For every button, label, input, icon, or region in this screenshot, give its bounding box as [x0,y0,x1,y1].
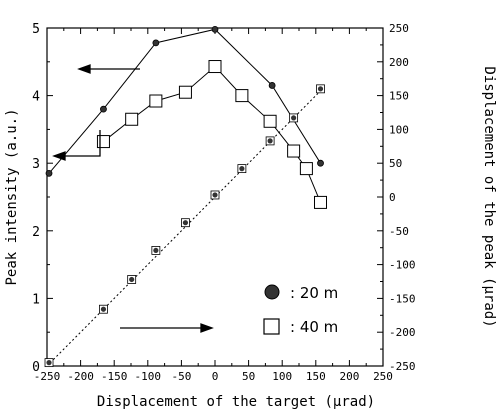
series-1-point [287,144,301,158]
y-left-tick-label: 4 [32,90,40,105]
series-0-point [268,82,276,89]
series-lines [46,28,323,367]
y-right-tick-label: 200 [389,56,409,69]
legend-marker-circle [264,284,280,300]
y-right-tick-label: -150 [389,292,416,305]
series-1-line [103,65,321,203]
x-tick-label: 50 [242,370,255,383]
series-0-point [317,159,324,167]
series-0-line [48,28,321,174]
x-tick-label: 0 [212,370,219,383]
series-1-point [314,195,328,209]
y-left-tick-label: 2 [32,225,40,240]
x-tick-label: 250 [373,370,393,383]
series-2-line [46,88,323,367]
legend: : 20 m : 40 m [263,284,338,336]
tick-labels: -250 -200 -150 -100 -50 0 50 100 150 200 250012345… [32,22,415,383]
series-2-point-core [317,86,324,92]
legend-label-40m: : 40 m [290,318,338,336]
y-left-tick-label: 0 [32,360,40,375]
y-right-tick-label: -100 [389,259,416,272]
series-1-point [178,85,192,99]
series-1-point [208,60,222,74]
series-1-point [299,162,313,176]
series-2-point-core [291,115,297,121]
x-tick-label: 150 [306,370,326,383]
y-right-tick-label: 0 [389,191,396,204]
legend-marker-square [263,318,280,335]
series-0-point [45,169,53,177]
y-right-tick-label: 100 [389,123,409,136]
arrow-left-top-head [77,64,91,74]
arrow-bent [60,130,101,157]
series-1-point [235,89,249,103]
x-tick-label: -50 [171,370,191,383]
series-1-point [263,114,277,128]
series-2-point-core [212,192,218,198]
x-tick-label: -150 [101,370,128,383]
y-right-tick-label: -200 [389,326,416,339]
y-right-tick-label: 150 [389,90,409,103]
y-axis-left-title: Peak intensity (a.u.) [4,108,20,285]
arrow-right-bottom-head [200,323,214,333]
series-2-point-core [129,276,135,283]
y-left-tick-label: 3 [32,157,40,172]
series-points [44,25,328,368]
x-tick-label: 100 [272,370,292,383]
y-axis-right-title: Displacement of the peak (µrad) [481,66,497,327]
series-1-point [125,112,139,126]
series-1-point [149,94,163,108]
series-0-point [100,105,107,113]
annotation-arrows [52,64,214,333]
arrow-bent-head [52,151,66,161]
y-left-tick-label: 5 [32,22,40,37]
series-1-point [96,135,110,149]
y-right-tick-label: 50 [389,157,402,170]
series-0-point [211,25,219,33]
x-tick-label: -250 [34,370,61,383]
series-2-point-core [267,138,273,144]
x-tick-label: -200 [67,370,94,383]
series-0-point [152,39,160,47]
y-right-tick-label: -50 [389,225,409,238]
y-right-tick-label: -250 [389,360,416,373]
series-2-point-core [239,166,245,172]
series-2-point-core [46,360,52,366]
legend-label-20m: : 20 m [290,284,338,302]
series-2-point-core [153,247,159,254]
series-2-point-core [182,220,189,226]
y-left-tick-label: 1 [32,292,40,307]
x-tick-label: -100 [135,370,162,383]
series-2-point-core [100,306,107,312]
y-right-tick-label: 250 [389,22,409,35]
x-tick-label: 200 [339,370,359,383]
x-axis-title: Displacement of the target (µrad) [97,394,375,410]
